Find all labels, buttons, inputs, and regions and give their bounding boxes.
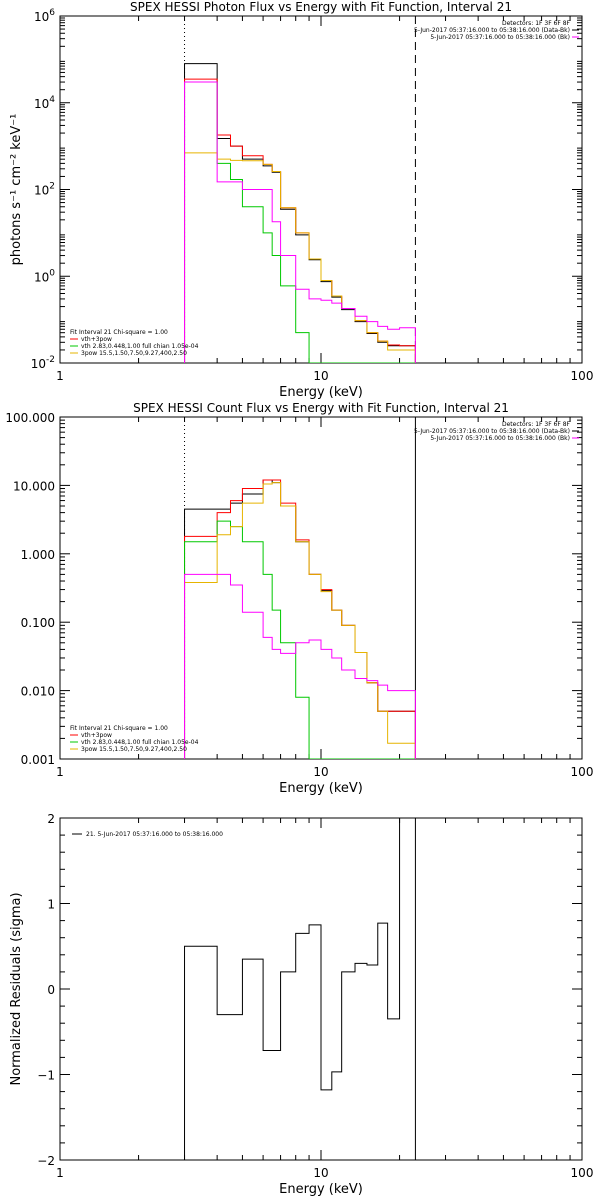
panel-2: 1 10 100 0.001 0.010 0.100 1.000 10.000 100.000 S… (5, 401, 593, 796)
series-line (184, 573, 416, 759)
series-line (184, 81, 416, 363)
legend-entry: Detectors: 1F 3F 6F 8F (502, 20, 571, 27)
series-line (184, 818, 416, 1160)
x-tick-label: 1 (56, 765, 64, 779)
x-tick-label: 100 (571, 765, 594, 779)
y-tick-label: 104 (34, 95, 55, 111)
legend-entry: 5-Jun-2017 05:37:16.000 to 05:38:16.000 … (414, 27, 570, 34)
series-line (184, 479, 416, 759)
chart-title: SPEX HESSI Count Flux vs Energy with Fit… (133, 401, 509, 415)
y-tick-label: 0 (47, 983, 55, 997)
panel-3: 1 10 100 −2 −1 0 1 2 Energy (keV) Normalized Resi… (9, 812, 593, 1197)
legend-entry: 5-Jun-2017 05:37:16.000 to 05:38:16.000 … (414, 428, 570, 435)
y-tick-label: 0.001 (21, 753, 55, 767)
series-line (184, 520, 416, 759)
y-tick-label: 2 (47, 812, 55, 826)
y-tick-label: 106 (34, 8, 55, 24)
series-line (184, 63, 416, 363)
legend-entry: vth+3pow (81, 732, 112, 739)
plot-frame (59, 15, 583, 364)
y-tick-base: 10 (34, 10, 49, 24)
y-axis-label: photons s⁻¹ cm⁻² keV⁻¹ (9, 114, 24, 266)
series-line (184, 78, 416, 363)
legend-entry: vth+3pow (81, 336, 112, 343)
series-line (184, 482, 416, 759)
x-tick-label: 100 (571, 369, 594, 383)
y-tick-base: 10 (34, 184, 49, 198)
x-tick-label: 10 (313, 765, 328, 779)
y-tick-base: 10 (34, 97, 49, 111)
chart-title: SPEX HESSI Photon Flux vs Energy with Fi… (130, 0, 512, 14)
legend-entry: Fit Interval 21 Chi-square = 1.00 (70, 725, 168, 732)
legend-entry: vth 2.83,0.448,1.00 full chian 1.05e-04 (81, 343, 199, 350)
y-tick-label: 1 (47, 898, 55, 912)
y-tick-exponent: 0 (49, 268, 55, 278)
y-tick-label: −2 (37, 1154, 55, 1168)
y-tick-exponent: 6 (49, 8, 55, 18)
x-tick-label: 1 (56, 369, 64, 383)
y-tick-label: 10-2 (31, 355, 55, 371)
legend-entry: 5-Jun-2017 05:37:16.000 to 05:38:16.000 … (430, 435, 570, 442)
y-tick-label: −1 (37, 1069, 55, 1083)
x-tick-label: 1 (56, 1166, 64, 1180)
x-axis-label: Energy (keV) (279, 781, 363, 796)
y-tick-label: 102 (34, 182, 55, 198)
legend-entry: 3pow 15.5,1.50,7.50,9.27,400,2.50 (81, 350, 187, 357)
series-line (184, 152, 416, 363)
legend-entry: Fit Interval 21 Chi-square = 1.00 (70, 329, 168, 336)
data-layer (184, 818, 416, 1160)
data-layer (184, 63, 416, 363)
legend-entry: 5-Jun-2017 05:37:16.000 to 05:38:16.000 … (430, 34, 570, 41)
y-axis-label: Normalized Residuals (sigma) (9, 892, 24, 1085)
legend-entry: Detectors: 1F 3F 6F 8F (502, 421, 571, 428)
y-tick-base: 10 (31, 357, 46, 371)
x-tick-label: 10 (313, 1166, 328, 1180)
series-line (184, 479, 416, 759)
y-tick-label: 100 (34, 268, 55, 284)
y-tick-label: 0.100 (21, 616, 55, 630)
y-tick-label: 100.000 (5, 411, 55, 425)
y-tick-exponent: 2 (49, 182, 55, 192)
legend-entry: vth 2.83,0.448,1.00 full chian 1.05e-04 (81, 739, 199, 746)
x-tick-label: 100 (571, 1166, 594, 1180)
y-tick-exponent: 4 (49, 95, 55, 105)
y-tick-label: 10.000 (13, 479, 55, 493)
series-line (184, 81, 416, 363)
y-tick-label: 1.000 (21, 548, 55, 562)
legend-entry: 3pow 15.5,1.50,7.50,9.27,400,2.50 (81, 746, 187, 753)
y-tick-exponent: -2 (46, 355, 55, 365)
x-axis-label: Energy (keV) (279, 385, 363, 400)
x-axis-label: Energy (keV) (279, 1182, 363, 1197)
y-tick-label: 0.010 (21, 685, 55, 699)
legend-entry: 21. 5-Jun-2017 05:37:16.000 to 05:38:16.… (86, 831, 223, 838)
y-tick-base: 10 (34, 270, 49, 284)
x-tick-label: 10 (313, 369, 328, 383)
data-layer (184, 479, 416, 759)
